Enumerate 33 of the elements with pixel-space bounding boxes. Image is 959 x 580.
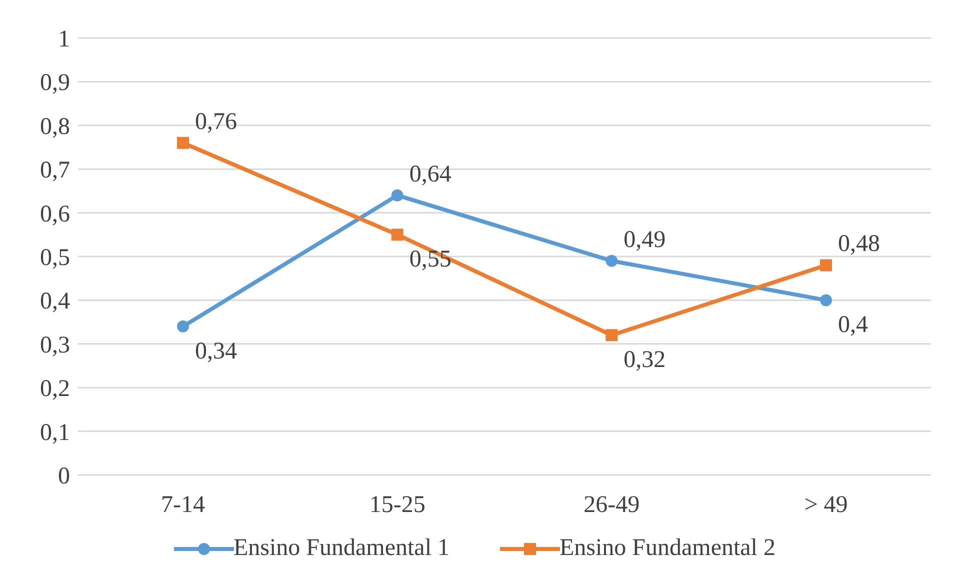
data-label: 0,34 (195, 338, 237, 364)
point (606, 254, 618, 267)
x-tick-label: 7-14 (161, 492, 205, 518)
data-label: 0,49 (624, 226, 666, 253)
legend-label: Ensino Fundamental 1 (234, 535, 450, 562)
x-tick-label: > 49 (804, 492, 848, 518)
point (391, 228, 404, 241)
y-tick-label: 0,2 (40, 376, 70, 402)
data-label: 0,4 (838, 312, 868, 338)
point (606, 329, 618, 342)
y-tick-label: 0,3 (40, 332, 70, 358)
data-label: 0,32 (624, 347, 666, 374)
y-tick-label: 0,5 (40, 245, 70, 272)
point (177, 136, 189, 149)
legend-label: Ensino Fundamental 2 (560, 535, 776, 562)
data-label: 0,48 (838, 231, 880, 258)
y-tick-label: 0,7 (40, 158, 70, 184)
point (391, 189, 404, 202)
y-tick-label: 0,6 (40, 201, 70, 228)
data-label: 0,76 (195, 108, 237, 135)
y-tick-label: 1 (58, 26, 70, 53)
data-label: 0,55 (409, 246, 452, 273)
data-label: 0,64 (409, 161, 452, 188)
x-tick-label: 26-49 (584, 492, 640, 518)
point (820, 294, 832, 306)
point (177, 320, 189, 332)
y-tick-label: 0,1 (40, 420, 70, 446)
y-tick-label: 0 (58, 464, 70, 490)
y-tick-label: 0,9 (40, 70, 70, 96)
point (820, 259, 832, 272)
y-tick-label: 0,8 (40, 114, 70, 140)
y-tick-label: 0,4 (40, 288, 70, 315)
x-tick-label: 15-25 (369, 492, 426, 518)
